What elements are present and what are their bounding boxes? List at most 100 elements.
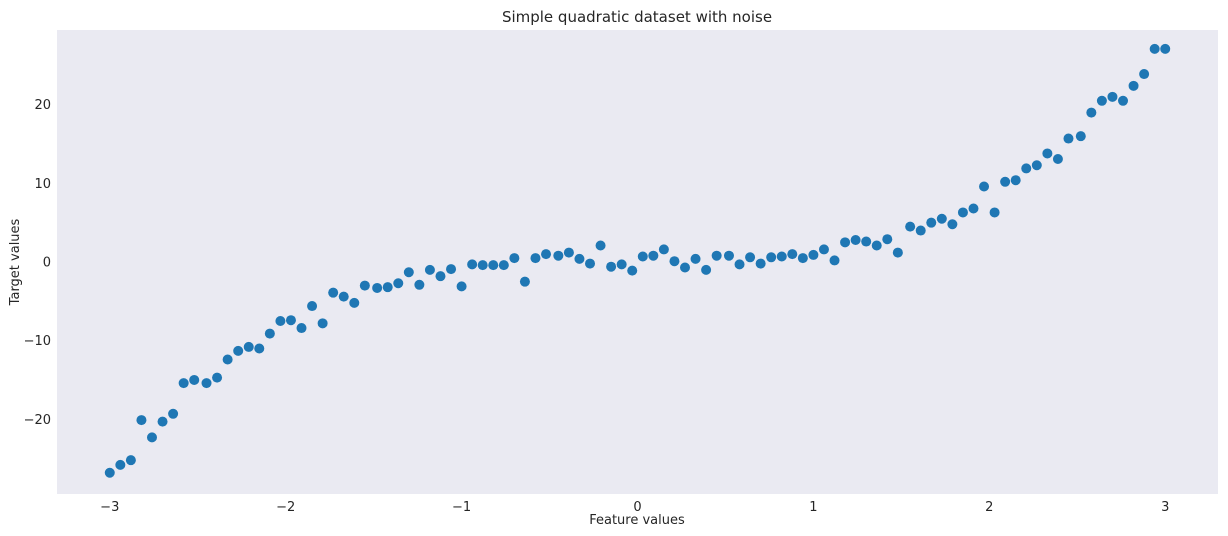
scatter-point [892,247,903,258]
scatter-point [435,271,446,282]
scatter-point [189,374,200,385]
scatter-point [829,255,840,266]
scatter-point [1128,80,1139,91]
scatter-point [1010,175,1021,186]
scatter-point [850,234,861,245]
scatter-point [456,281,467,292]
scatter-point [530,253,541,264]
scatter-point [648,250,659,261]
scatter-point [146,432,157,443]
scatter-point [424,264,435,275]
plot-area [57,30,1218,494]
scatter-point [338,291,349,302]
scatter-point [509,253,520,264]
scatter-point [1021,163,1032,174]
y-tick-label: 0 [43,256,51,271]
scatter-point [989,207,1000,218]
scatter-point [488,260,499,271]
x-tick-label: 3 [1161,500,1169,515]
scatter-point [776,251,787,262]
chart-title: Simple quadratic dataset with noise [502,8,772,26]
scatter-point [1149,43,1160,54]
scatter-point [563,247,574,258]
scatter-point [669,256,680,267]
y-axis-label: Target values [8,218,23,306]
scatter-point [307,301,318,312]
scatter-point [1031,160,1042,171]
scatter-point [1063,133,1074,144]
scatter-point [201,378,212,389]
scatter-point [840,237,851,248]
scatter-point [553,250,564,261]
y-tick-label: 20 [34,98,51,113]
scatter-point [243,341,254,352]
scatter-point [957,207,968,218]
scatter-point [136,415,147,426]
x-tick-labels: −3 −2 −1 0 1 2 3 [100,500,1169,515]
scatter-point [915,225,926,236]
x-tick-label: 2 [985,500,993,515]
scatter-point [637,251,648,262]
scatter-point [936,213,947,224]
scatter-point [1139,69,1150,80]
scatter-point [446,264,457,275]
scatter-point [882,234,893,245]
scatter-point [627,265,638,276]
x-axis-label: Feature values [589,513,685,528]
scatter-point [926,217,937,228]
x-tick-label: 0 [633,500,641,515]
scatter-point [787,249,798,260]
y-tick-label: −20 [24,413,51,428]
scatter-point [498,260,509,271]
scatter-point [519,276,530,287]
scatter-point [541,249,552,260]
scatter-point [168,408,179,419]
scatter-point [905,221,916,232]
scatter-point [264,328,275,339]
scatter-point [349,297,360,308]
scatter-point [403,267,414,278]
x-tick-label: −1 [452,500,471,515]
scatter-point [285,315,296,326]
scatter-point [808,249,819,260]
scatter-point [115,459,126,470]
scatter-point [1052,153,1063,164]
scatter-point [679,262,690,273]
scatter-point [1118,95,1129,106]
scatter-point [585,258,596,269]
scatter-point [372,282,383,293]
scatter-point [328,287,339,298]
scatter-point [979,181,990,192]
scatter-point [233,345,244,356]
x-tick-label: 1 [809,500,817,515]
x-tick-label: −2 [276,500,295,515]
scatter-point [734,259,745,270]
scatter-point [701,264,712,275]
scatter-point [1160,43,1171,54]
scatter-point [1075,131,1086,142]
scatter-point [157,416,168,427]
scatter-point [178,378,189,389]
scatter-point [414,279,425,290]
scatter-point [1107,91,1118,102]
scatter-point [104,467,115,478]
scatter-point [382,282,393,293]
scatter-point [359,280,370,291]
scatter-point [212,372,223,383]
scatter-point [125,455,136,466]
scatter-point [275,315,286,326]
scatter-point [690,253,701,264]
scatter-point [296,323,307,334]
scatter-point [711,250,722,261]
scatter-point [1096,95,1107,106]
y-tick-label: 10 [34,177,51,192]
scatter-point [861,236,872,247]
scatter-point [393,278,404,289]
x-tick-label: −3 [100,500,119,515]
scatter-point [797,253,808,264]
scatter-point [467,259,478,270]
scatter-point [317,318,328,329]
scatter-point [616,259,627,270]
scatter-point [947,219,958,230]
